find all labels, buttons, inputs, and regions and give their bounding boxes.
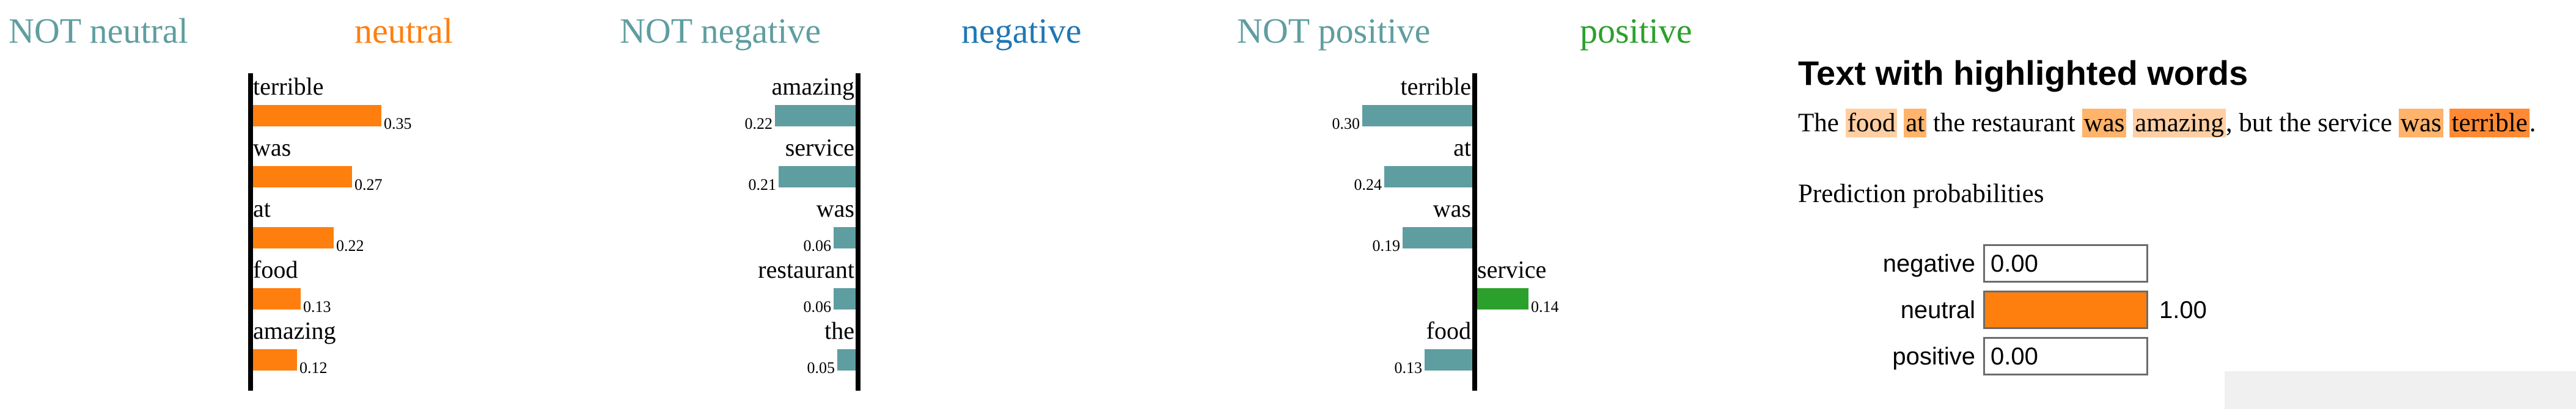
feature-label: the xyxy=(824,317,854,344)
feature-value-label: 0.13 xyxy=(1394,359,1423,377)
prob-label-positive: positive xyxy=(1892,343,1975,370)
sentence-text xyxy=(2126,109,2133,137)
highlighted-word: was xyxy=(2082,109,2127,137)
feature-bar xyxy=(253,288,301,310)
prob-label-negative: negative xyxy=(1882,250,1975,277)
highlighted-word: at xyxy=(1904,109,1927,137)
feature-value-label: 0.22 xyxy=(336,237,364,255)
feature-value-label: 0.14 xyxy=(1531,298,1559,316)
sentence-text xyxy=(1839,109,1846,137)
feature-bar xyxy=(1477,288,1528,310)
feature-label: service xyxy=(785,134,854,161)
header-not-positive: NOT positive xyxy=(1237,11,1431,51)
prob-bar-positive xyxy=(1983,337,2148,375)
feature-label: restaurant xyxy=(758,256,854,283)
sentence-text xyxy=(2443,109,2450,137)
chart-axis-line xyxy=(248,73,253,391)
feature-label: was xyxy=(253,134,292,161)
feature-value-label: 0.06 xyxy=(803,298,832,316)
feature-label: terrible xyxy=(253,73,324,100)
feature-value-label: 0.05 xyxy=(807,359,835,377)
feature-bar xyxy=(779,166,856,187)
feature-bar xyxy=(253,166,352,187)
prob-bar-negative xyxy=(1983,244,2148,283)
highlighted-word: terrible xyxy=(2449,109,2530,137)
feature-bar xyxy=(253,349,297,371)
sentence-text: . xyxy=(2529,109,2536,137)
feature-label: terrible xyxy=(1400,73,1472,100)
feature-bar xyxy=(834,288,856,310)
feature-bar xyxy=(253,105,381,126)
feature-label: food xyxy=(1426,317,1471,344)
sentence-text: , but the service xyxy=(2225,109,2399,137)
sentence-text: The xyxy=(1798,109,1839,137)
feature-bar xyxy=(834,227,856,248)
feature-value-label: 0.35 xyxy=(384,115,412,132)
prob-value-neutral: 1.00 xyxy=(2159,297,2207,324)
prob-bar-neutral xyxy=(1983,291,2148,329)
header-positive: positive xyxy=(1580,11,1692,51)
prob-value-negative: 0.00 xyxy=(1991,250,2038,277)
feature-label: amazing xyxy=(771,73,855,100)
feature-bar xyxy=(1425,349,1472,371)
feature-value-label: 0.06 xyxy=(803,237,832,255)
highlighted-word: amazing xyxy=(2133,109,2226,137)
feature-label: at xyxy=(1453,134,1471,161)
feature-bar xyxy=(775,105,856,126)
feature-value-label: 0.22 xyxy=(744,115,773,132)
feature-bar xyxy=(1362,105,1472,126)
highlighted-sentence: The food at the restaurant was amazing, … xyxy=(1798,107,2536,139)
feature-bar xyxy=(837,349,856,371)
feature-value-label: 0.24 xyxy=(1354,176,1382,194)
feature-label: was xyxy=(1433,195,1471,222)
header-not-neutral: NOT neutral xyxy=(9,11,188,51)
header-not-negative: NOT negative xyxy=(620,11,821,51)
feature-value-label: 0.19 xyxy=(1372,237,1401,255)
highlighted-word: was xyxy=(2398,109,2443,137)
highlight-and-prediction-panel: Text with highlighted words The food at … xyxy=(1785,0,2576,420)
feature-label: at xyxy=(253,195,271,222)
highlighted-text-title: Text with highlighted words xyxy=(1798,54,2248,92)
feature-value-label: 0.12 xyxy=(299,359,328,377)
header-negative: negative xyxy=(961,11,1082,51)
header-neutral: neutral xyxy=(354,11,453,51)
feature-value-label: 0.30 xyxy=(1332,115,1360,132)
feature-label: service xyxy=(1477,256,1547,283)
feature-label: amazing xyxy=(253,317,336,344)
feature-value-label: 0.13 xyxy=(303,298,331,316)
feature-label: food xyxy=(253,256,298,283)
prediction-probabilities-title: Prediction probabilities xyxy=(1798,179,2044,208)
feature-value-label: 0.27 xyxy=(354,176,383,194)
prob-bar-fill xyxy=(1985,292,2146,327)
highlighted-word: food xyxy=(1845,109,1898,137)
sentence-text: the restaurant xyxy=(1926,109,2082,137)
sentence-text xyxy=(1897,109,1904,137)
feature-value-label: 0.21 xyxy=(748,176,777,194)
feature-bar xyxy=(253,227,334,248)
prob-label-neutral: neutral xyxy=(1900,297,1975,324)
feature-bar xyxy=(1403,227,1472,248)
feature-label: was xyxy=(816,195,854,222)
chart-axis-line xyxy=(1472,73,1477,391)
chart-axis-line xyxy=(856,73,861,391)
feature-bar xyxy=(1384,166,1472,187)
prob-value-positive: 0.00 xyxy=(1991,343,2038,370)
gray-strip xyxy=(2225,371,2576,409)
